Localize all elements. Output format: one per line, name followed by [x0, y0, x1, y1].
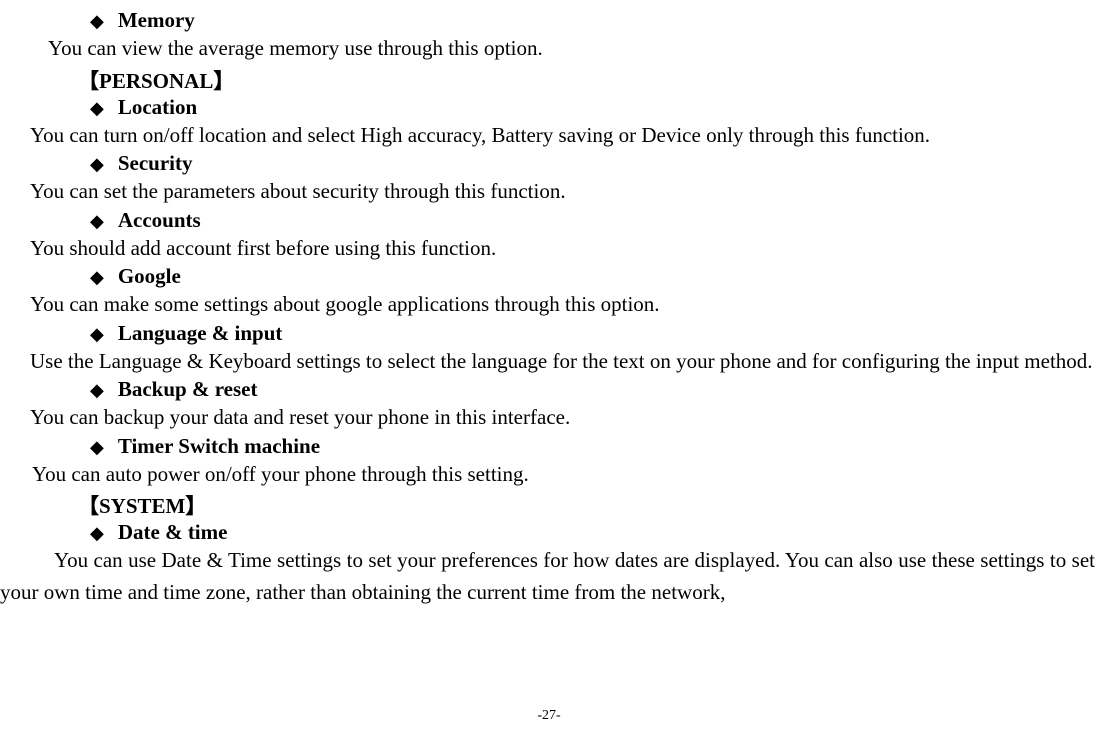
body-memory: You can view the average memory use thro…: [48, 33, 1098, 65]
diamond-icon: ◆: [90, 11, 104, 32]
bullet-label: Language & input: [118, 321, 283, 346]
body-date-time: You can use Date & Time settings to set …: [0, 545, 1098, 608]
bullet-label: Accounts: [118, 208, 201, 233]
bullet-label: Location: [118, 95, 197, 120]
diamond-icon: ◆: [90, 267, 104, 288]
bullet-label: Memory: [118, 8, 195, 33]
bullet-label: Timer Switch machine: [118, 434, 320, 459]
bullet-accounts: ◆ Accounts: [90, 208, 1098, 233]
diamond-icon: ◆: [90, 154, 104, 175]
bullet-google: ◆ Google: [90, 264, 1098, 289]
diamond-icon: ◆: [90, 211, 104, 232]
page-number: -27-: [537, 708, 560, 724]
bracket-close: 】: [213, 69, 234, 93]
bullet-memory: ◆ Memory: [90, 8, 1098, 33]
body-language-input: Use the Language & Keyboard settings to …: [0, 346, 1098, 378]
bullet-label: Google: [118, 264, 181, 289]
section-label: PERSONAL: [99, 69, 213, 93]
body-location: You can turn on/off location and select …: [30, 120, 1098, 152]
diamond-icon: ◆: [90, 98, 104, 119]
bullet-location: ◆ Location: [90, 95, 1098, 120]
bracket-open: 【: [78, 69, 99, 93]
diamond-icon: ◆: [90, 437, 104, 458]
body-backup-reset: You can backup your data and reset your …: [30, 402, 1098, 434]
diamond-icon: ◆: [90, 324, 104, 345]
body-google: You can make some settings about google …: [30, 289, 1098, 321]
section-label: SYSTEM: [99, 494, 185, 518]
bullet-label: Security: [118, 151, 193, 176]
bullet-backup-reset: ◆ Backup & reset: [90, 377, 1098, 402]
bullet-language-input: ◆ Language & input: [90, 321, 1098, 346]
body-timer-switch: You can auto power on/off your phone thr…: [32, 459, 1098, 491]
body-accounts: You should add account first before usin…: [30, 233, 1098, 265]
bracket-close: 】: [185, 494, 206, 518]
section-personal: 【PERSONAL】: [78, 65, 1098, 95]
bracket-open: 【: [78, 494, 99, 518]
bullet-label: Backup & reset: [118, 377, 258, 402]
bullet-label: Date & time: [118, 520, 228, 545]
bullet-security: ◆ Security: [90, 151, 1098, 176]
bullet-timer-switch: ◆ Timer Switch machine: [90, 434, 1098, 459]
diamond-icon: ◆: [90, 380, 104, 401]
diamond-icon: ◆: [90, 523, 104, 544]
document-page: ◆ Memory You can view the average memory…: [0, 8, 1098, 608]
section-system: 【SYSTEM】: [78, 490, 1098, 520]
body-security: You can set the parameters about securit…: [30, 176, 1098, 208]
bullet-date-time: ◆ Date & time: [90, 520, 1098, 545]
